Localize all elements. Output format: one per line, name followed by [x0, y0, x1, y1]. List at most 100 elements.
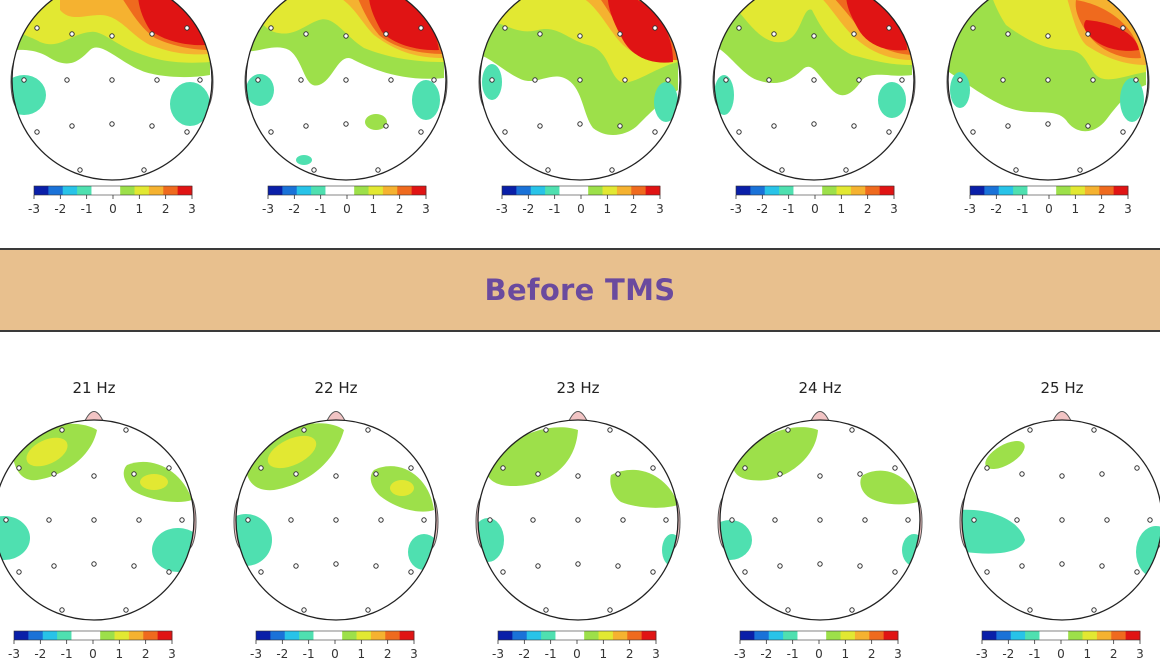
colorbar-tick-label: 1 [1072, 202, 1080, 216]
colorbar-tick-label: -3 [262, 202, 274, 216]
colorbar-tick-label: 3 [652, 647, 660, 661]
colorbar-swatch [982, 631, 997, 640]
electrode-dot [268, 25, 274, 31]
electrode-dot [258, 569, 264, 575]
electrode-dot [288, 517, 294, 523]
colorbar-swatch [1039, 631, 1055, 640]
electrode-dot [899, 77, 905, 83]
colorbar-tick-label: 2 [396, 202, 404, 216]
colorbar-tick-label: 1 [358, 647, 366, 661]
electrode-dot [365, 607, 371, 613]
colorbar-swatch [555, 631, 571, 640]
electrode-dot [817, 561, 823, 567]
electrode-dot [1133, 77, 1139, 83]
colorbar-tick-label: 2 [1098, 202, 1106, 216]
electrode-dot [301, 427, 307, 433]
electrode-dot [378, 517, 384, 523]
colorbar-swatch [883, 631, 899, 640]
electrode-dot [131, 563, 137, 569]
colorbar-swatch [1027, 186, 1043, 195]
electrode-dot [811, 77, 817, 83]
electrode-grid [255, 25, 437, 173]
electrode-dot [1099, 471, 1105, 477]
electrode-dot [1120, 129, 1126, 135]
colorbar-swatch [869, 631, 885, 640]
electrode-dot [1134, 465, 1140, 471]
electrode-dot [109, 33, 115, 39]
electrode-dot [577, 121, 583, 127]
electrode-dot [21, 77, 27, 83]
colorbar-swatch [502, 186, 517, 195]
colorbar-swatch [299, 631, 314, 640]
electrode-dot [16, 465, 22, 471]
colorbar-swatch [797, 631, 813, 640]
electrode-dot [298, 77, 304, 83]
colorbar-swatch [1010, 631, 1026, 640]
head-outline [713, 0, 915, 181]
electrode-dot [615, 471, 621, 477]
colorbar-swatch [382, 186, 398, 195]
electrode-dot [69, 31, 75, 37]
electrode-dot [502, 25, 508, 31]
colorbar-swatch [1125, 631, 1141, 640]
colorbar-swatch [512, 631, 528, 640]
electrode-grid [487, 427, 669, 613]
head-outline [479, 0, 681, 181]
colorbar-swatch [100, 631, 115, 640]
head-outline [947, 0, 1149, 181]
electrode-dot [268, 129, 274, 135]
electrode-dot [383, 123, 389, 129]
electrode-dot [577, 33, 583, 39]
colorbar-swatch [34, 186, 49, 195]
topomap-22hz: -3 -2 -1 0 1 2 3 [224, 330, 449, 665]
colorbar-swatch [120, 186, 135, 195]
colorbar-swatch [584, 631, 599, 640]
electrode-dot [970, 129, 976, 135]
electrode-dot [742, 465, 748, 471]
electrode-dot [373, 471, 379, 477]
colorbar-swatch [356, 631, 372, 640]
colorbar-swatch [1070, 186, 1086, 195]
topomap-21hz: -3 -2 -1 0 1 2 3 [0, 330, 207, 665]
electrode-dot [723, 77, 729, 83]
head-outline [719, 419, 921, 621]
colorbar-swatch [143, 631, 159, 640]
colorbar-tick-label: 0 [811, 202, 819, 216]
colorbar-tick-label: -3 [250, 647, 262, 661]
electrode-dot [971, 517, 977, 523]
colorbar-swatch [311, 186, 326, 195]
electrode-dot [16, 569, 22, 575]
colorbar-tick-label: 1 [842, 647, 850, 661]
electrode-dot [543, 607, 549, 613]
colorbar-swatch [573, 186, 589, 195]
electrode-grid [245, 427, 427, 613]
colorbar-swatch [284, 631, 300, 640]
colorbar-tick-label: -3 [28, 202, 40, 216]
colorbar-swatch [850, 186, 866, 195]
head-outline [11, 0, 213, 181]
electrode-grid [971, 427, 1153, 613]
colorbar-swatch [645, 186, 661, 195]
colorbar-swatch [783, 631, 798, 640]
colorbar-tick-label: 3 [1124, 202, 1132, 216]
electrode-dot [149, 31, 155, 37]
colorbar-tick-label: 2 [868, 647, 876, 661]
electrode-dot [91, 473, 97, 479]
electrode-dot [650, 569, 656, 575]
colorbar-tick-label: 0 [573, 647, 581, 661]
electrode-dot [886, 25, 892, 31]
colorbar-swatch [134, 186, 150, 195]
colorbar-swatch [313, 631, 329, 640]
colorbar-tick-label: 3 [410, 647, 418, 661]
electrode-dot [1014, 517, 1020, 523]
colorbar-tick-label: 3 [422, 202, 430, 216]
colorbar-tick-label: 1 [370, 202, 378, 216]
colorbar: -3 -2 -1 0 1 2 3 [492, 630, 660, 661]
electrode-dot [779, 167, 785, 173]
colorbar-tick-label: 0 [1057, 647, 1065, 661]
colorbar-swatch [779, 186, 794, 195]
colorbar-tick-label: 1 [116, 647, 124, 661]
colorbar-swatch [879, 186, 895, 195]
electrode-dot [1147, 517, 1153, 523]
electrode-dot [652, 129, 658, 135]
